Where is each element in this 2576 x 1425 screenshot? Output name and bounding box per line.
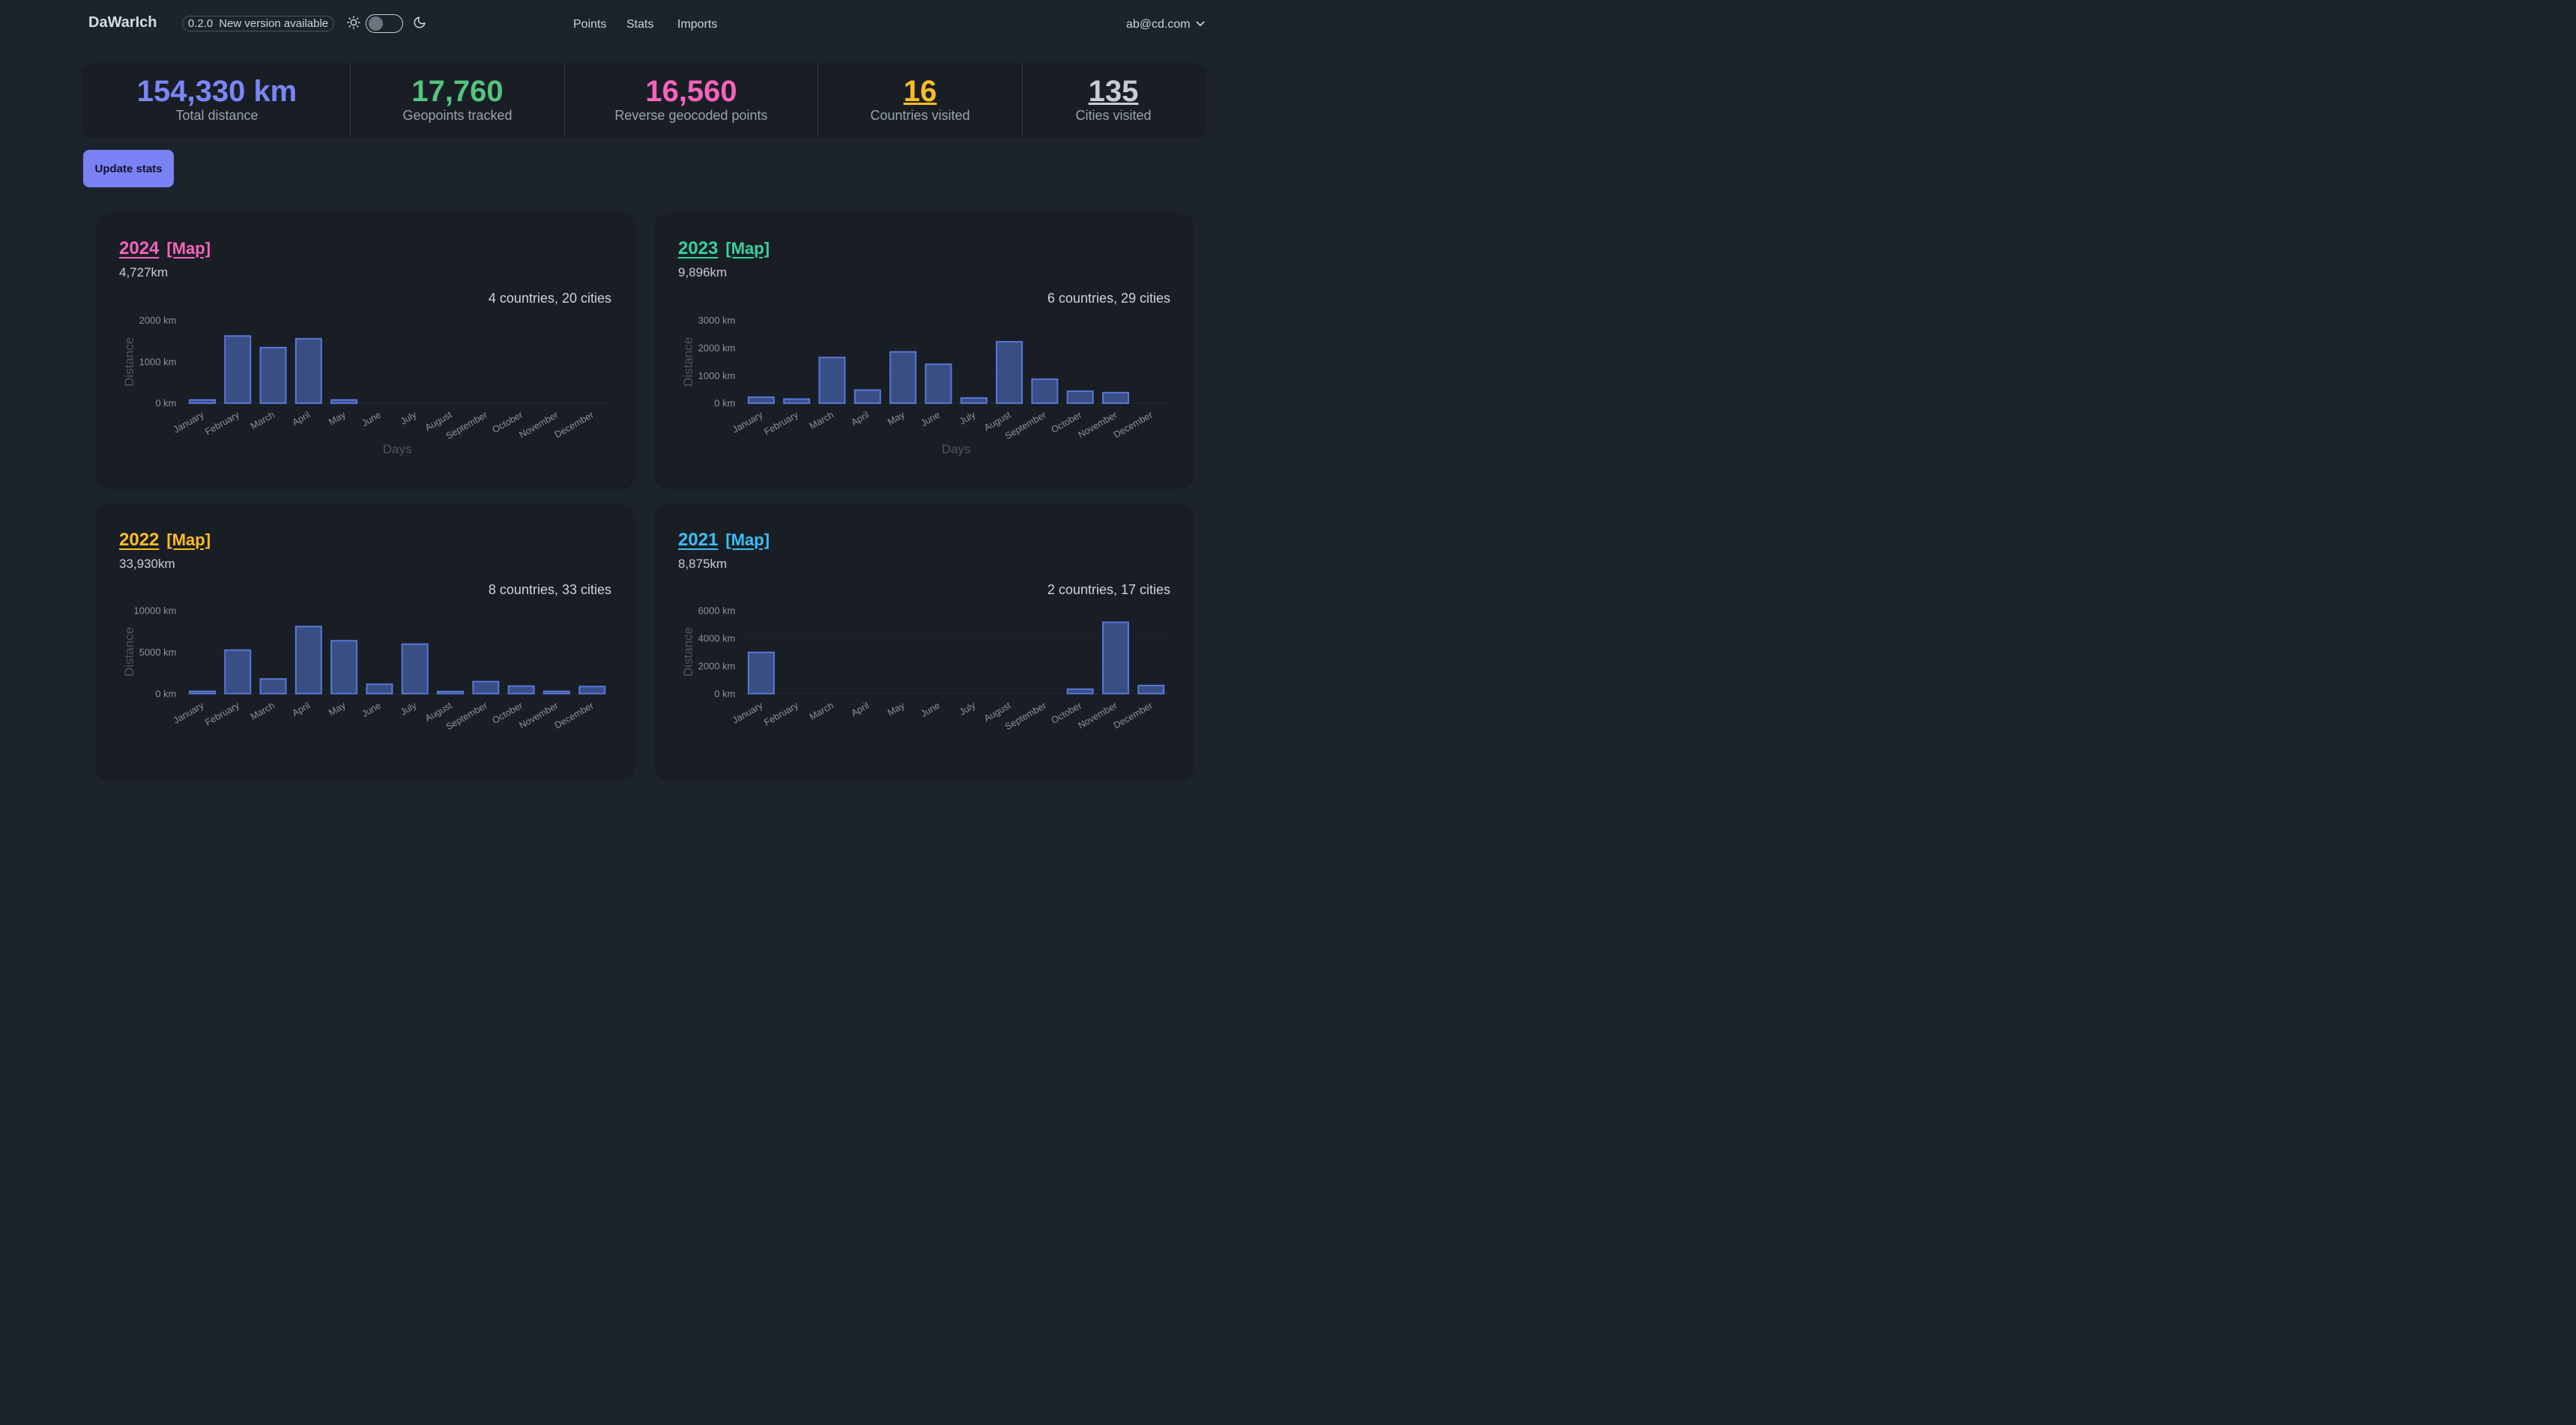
svg-text:March: March [249, 700, 276, 722]
svg-text:January: January [731, 700, 765, 726]
svg-text:2000 km: 2000 km [698, 342, 736, 354]
svg-text:Distance: Distance [122, 627, 136, 677]
svg-text:6000 km: 6000 km [698, 605, 736, 617]
svg-text:November: November [1077, 409, 1119, 440]
svg-text:Days: Days [942, 442, 971, 456]
svg-text:February: February [203, 409, 241, 438]
svg-text:December: December [553, 409, 596, 440]
svg-text:November: November [518, 700, 560, 730]
svg-text:2000 km: 2000 km [139, 315, 177, 326]
svg-text:May: May [327, 700, 348, 718]
svg-text:January: January [172, 409, 206, 435]
svg-text:February: February [762, 700, 800, 728]
svg-text:1000 km: 1000 km [139, 356, 177, 367]
svg-text:May: May [327, 409, 348, 427]
svg-text:3000 km: 3000 km [698, 315, 736, 326]
svg-text:2000 km: 2000 km [698, 660, 736, 671]
svg-text:March: March [808, 700, 835, 722]
svg-text:January: January [172, 700, 206, 726]
svg-text:April: April [850, 409, 871, 428]
svg-text:Distance: Distance [681, 627, 695, 677]
svg-text:December: December [553, 700, 596, 730]
svg-text:May: May [886, 700, 907, 718]
svg-text:July: July [399, 409, 419, 427]
svg-text:0 km: 0 km [714, 398, 735, 409]
svg-text:0 km: 0 km [155, 398, 176, 409]
svg-text:July: July [958, 700, 978, 718]
svg-text:1000 km: 1000 km [698, 370, 736, 381]
svg-text:0 km: 0 km [155, 688, 176, 699]
svg-text:June: June [919, 409, 942, 429]
svg-text:July: July [399, 700, 419, 718]
svg-text:Distance: Distance [122, 337, 136, 387]
svg-text:May: May [886, 409, 907, 427]
svg-text:June: June [360, 700, 383, 719]
svg-text:4000 km: 4000 km [698, 632, 736, 644]
svg-text:December: December [1112, 409, 1155, 440]
svg-text:Days: Days [383, 442, 412, 456]
svg-text:November: November [1077, 700, 1119, 730]
svg-text:April: April [291, 700, 312, 718]
svg-text:Distance: Distance [681, 337, 695, 387]
svg-text:March: March [808, 409, 835, 432]
svg-text:December: December [1112, 700, 1155, 730]
svg-text:November: November [518, 409, 560, 440]
svg-text:July: July [958, 409, 978, 427]
svg-text:April: April [291, 409, 312, 428]
svg-text:February: February [762, 409, 800, 438]
svg-text:April: April [850, 700, 871, 718]
svg-text:5000 km: 5000 km [139, 647, 177, 658]
svg-text:10000 km: 10000 km [133, 605, 176, 617]
svg-text:June: June [360, 409, 383, 429]
svg-text:March: March [249, 409, 276, 432]
svg-text:January: January [731, 409, 765, 435]
svg-text:February: February [203, 700, 241, 728]
svg-text:June: June [919, 700, 942, 719]
svg-text:0 km: 0 km [714, 688, 735, 699]
